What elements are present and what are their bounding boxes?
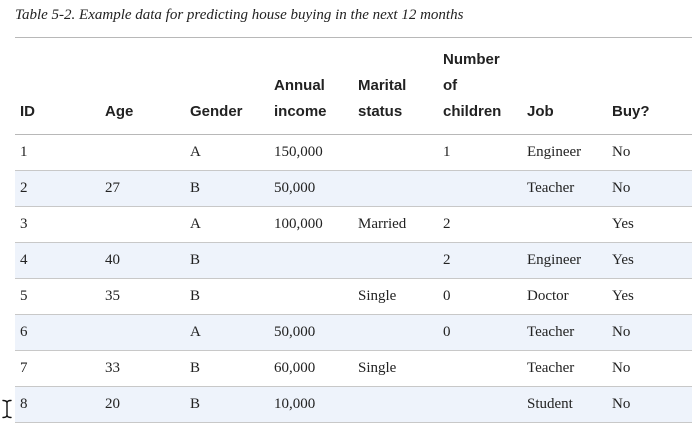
cell-age: 35: [100, 278, 185, 315]
cell-gender: B: [185, 242, 269, 279]
header-marital: Marital status: [353, 38, 438, 135]
header-children-line-3: children: [443, 103, 502, 120]
table-row: 8 20 B 10,000 Student No: [15, 386, 692, 423]
cell-buy: No: [607, 386, 692, 423]
table-row: 4 40 B 2 Engineer Yes: [15, 242, 692, 279]
cell-id: 3: [15, 206, 100, 243]
header-gender: Gender: [185, 38, 269, 135]
header-income-line-1: Annual: [274, 77, 325, 94]
cell-income: 60,000: [269, 350, 353, 387]
cell-buy: No: [607, 350, 692, 387]
cell-id: 8: [15, 386, 100, 423]
header-id: ID: [15, 38, 100, 135]
cell-income: 50,000: [269, 170, 353, 207]
top-rule: [15, 37, 692, 38]
header-income: Annual income: [269, 38, 353, 135]
cell-children: [438, 350, 522, 387]
cell-marital: [353, 134, 438, 171]
cell-buy: No: [607, 134, 692, 171]
cell-gender: B: [185, 278, 269, 315]
header-children-line-1: Number: [443, 51, 500, 68]
cell-children: 2: [438, 206, 522, 243]
cell-id: 2: [15, 170, 100, 207]
cell-marital: [353, 242, 438, 279]
data-table: ID Age Gender Annual income Marital status…: [15, 38, 692, 423]
cell-gender: A: [185, 314, 269, 351]
text-cursor-icon: [2, 399, 12, 419]
cell-income: 100,000: [269, 206, 353, 243]
cell-id: 6: [15, 314, 100, 351]
table-row: 6 A 50,000 0 Teacher No: [15, 314, 692, 351]
header-children-line-2: of: [443, 77, 458, 94]
cell-buy: No: [607, 314, 692, 351]
cell-buy: Yes: [607, 242, 692, 279]
table-row: 1 A 150,000 1 Engineer No: [15, 134, 692, 171]
header-marital-line-2: status: [358, 103, 403, 120]
cell-buy: No: [607, 170, 692, 207]
cell-children: [438, 170, 522, 207]
cell-age: 27: [100, 170, 185, 207]
cell-id: 5: [15, 278, 100, 315]
cell-id: 1: [15, 134, 100, 171]
table-row: 3 A 100,000 Married 2 Yes: [15, 206, 692, 243]
cell-age: [100, 134, 185, 171]
cell-job: Teacher: [522, 170, 607, 207]
cell-income: 50,000: [269, 314, 353, 351]
cell-marital: [353, 386, 438, 423]
cell-age: [100, 206, 185, 243]
table-caption: Table 5-2. Example data for predicting h…: [15, 7, 464, 23]
cell-children: 2: [438, 242, 522, 279]
cell-job: Engineer: [522, 242, 607, 279]
cell-age: 20: [100, 386, 185, 423]
header-row: ID Age Gender Annual income Marital status…: [15, 38, 692, 135]
cell-income: [269, 278, 353, 315]
cell-job: [522, 206, 607, 243]
cell-children: 0: [438, 278, 522, 315]
header-id-label: ID: [20, 103, 35, 120]
cell-marital: [353, 170, 438, 207]
cell-marital: Single: [353, 350, 438, 387]
cell-gender: B: [185, 170, 269, 207]
header-age-label: Age: [105, 103, 134, 120]
cell-income: [269, 242, 353, 279]
cell-gender: B: [185, 386, 269, 423]
cell-gender: B: [185, 350, 269, 387]
cell-gender: A: [185, 206, 269, 243]
cell-job: Student: [522, 386, 607, 423]
cell-marital: [353, 314, 438, 351]
header-buy: Buy?: [607, 38, 692, 135]
cell-job: Teacher: [522, 314, 607, 351]
table-row: 7 33 B 60,000 Single Teacher No: [15, 350, 692, 387]
cell-children: 0: [438, 314, 522, 351]
cell-job: Teacher: [522, 350, 607, 387]
header-gender-label: Gender: [190, 103, 243, 120]
header-age: Age: [100, 38, 185, 135]
cell-income: 10,000: [269, 386, 353, 423]
cell-children: 1: [438, 134, 522, 171]
cell-age: 40: [100, 242, 185, 279]
cell-age: 33: [100, 350, 185, 387]
cell-income: 150,000: [269, 134, 353, 171]
header-marital-line-1: Marital: [358, 77, 407, 94]
header-income-line-2: income: [274, 103, 327, 120]
header-job: Job: [522, 38, 607, 135]
cell-job: Engineer: [522, 134, 607, 171]
cell-age: [100, 314, 185, 351]
header-children: Number of children: [438, 38, 522, 135]
cell-buy: Yes: [607, 206, 692, 243]
header-job-label: Job: [527, 103, 554, 120]
cell-gender: A: [185, 134, 269, 171]
cell-marital: Single: [353, 278, 438, 315]
cell-id: 7: [15, 350, 100, 387]
cell-children: [438, 386, 522, 423]
table-row: 5 35 B Single 0 Doctor Yes: [15, 278, 692, 315]
cell-buy: Yes: [607, 278, 692, 315]
cell-id: 4: [15, 242, 100, 279]
cell-job: Doctor: [522, 278, 607, 315]
header-buy-label: Buy?: [612, 103, 650, 120]
table-row: 2 27 B 50,000 Teacher No: [15, 170, 692, 207]
cell-marital: Married: [353, 206, 438, 243]
